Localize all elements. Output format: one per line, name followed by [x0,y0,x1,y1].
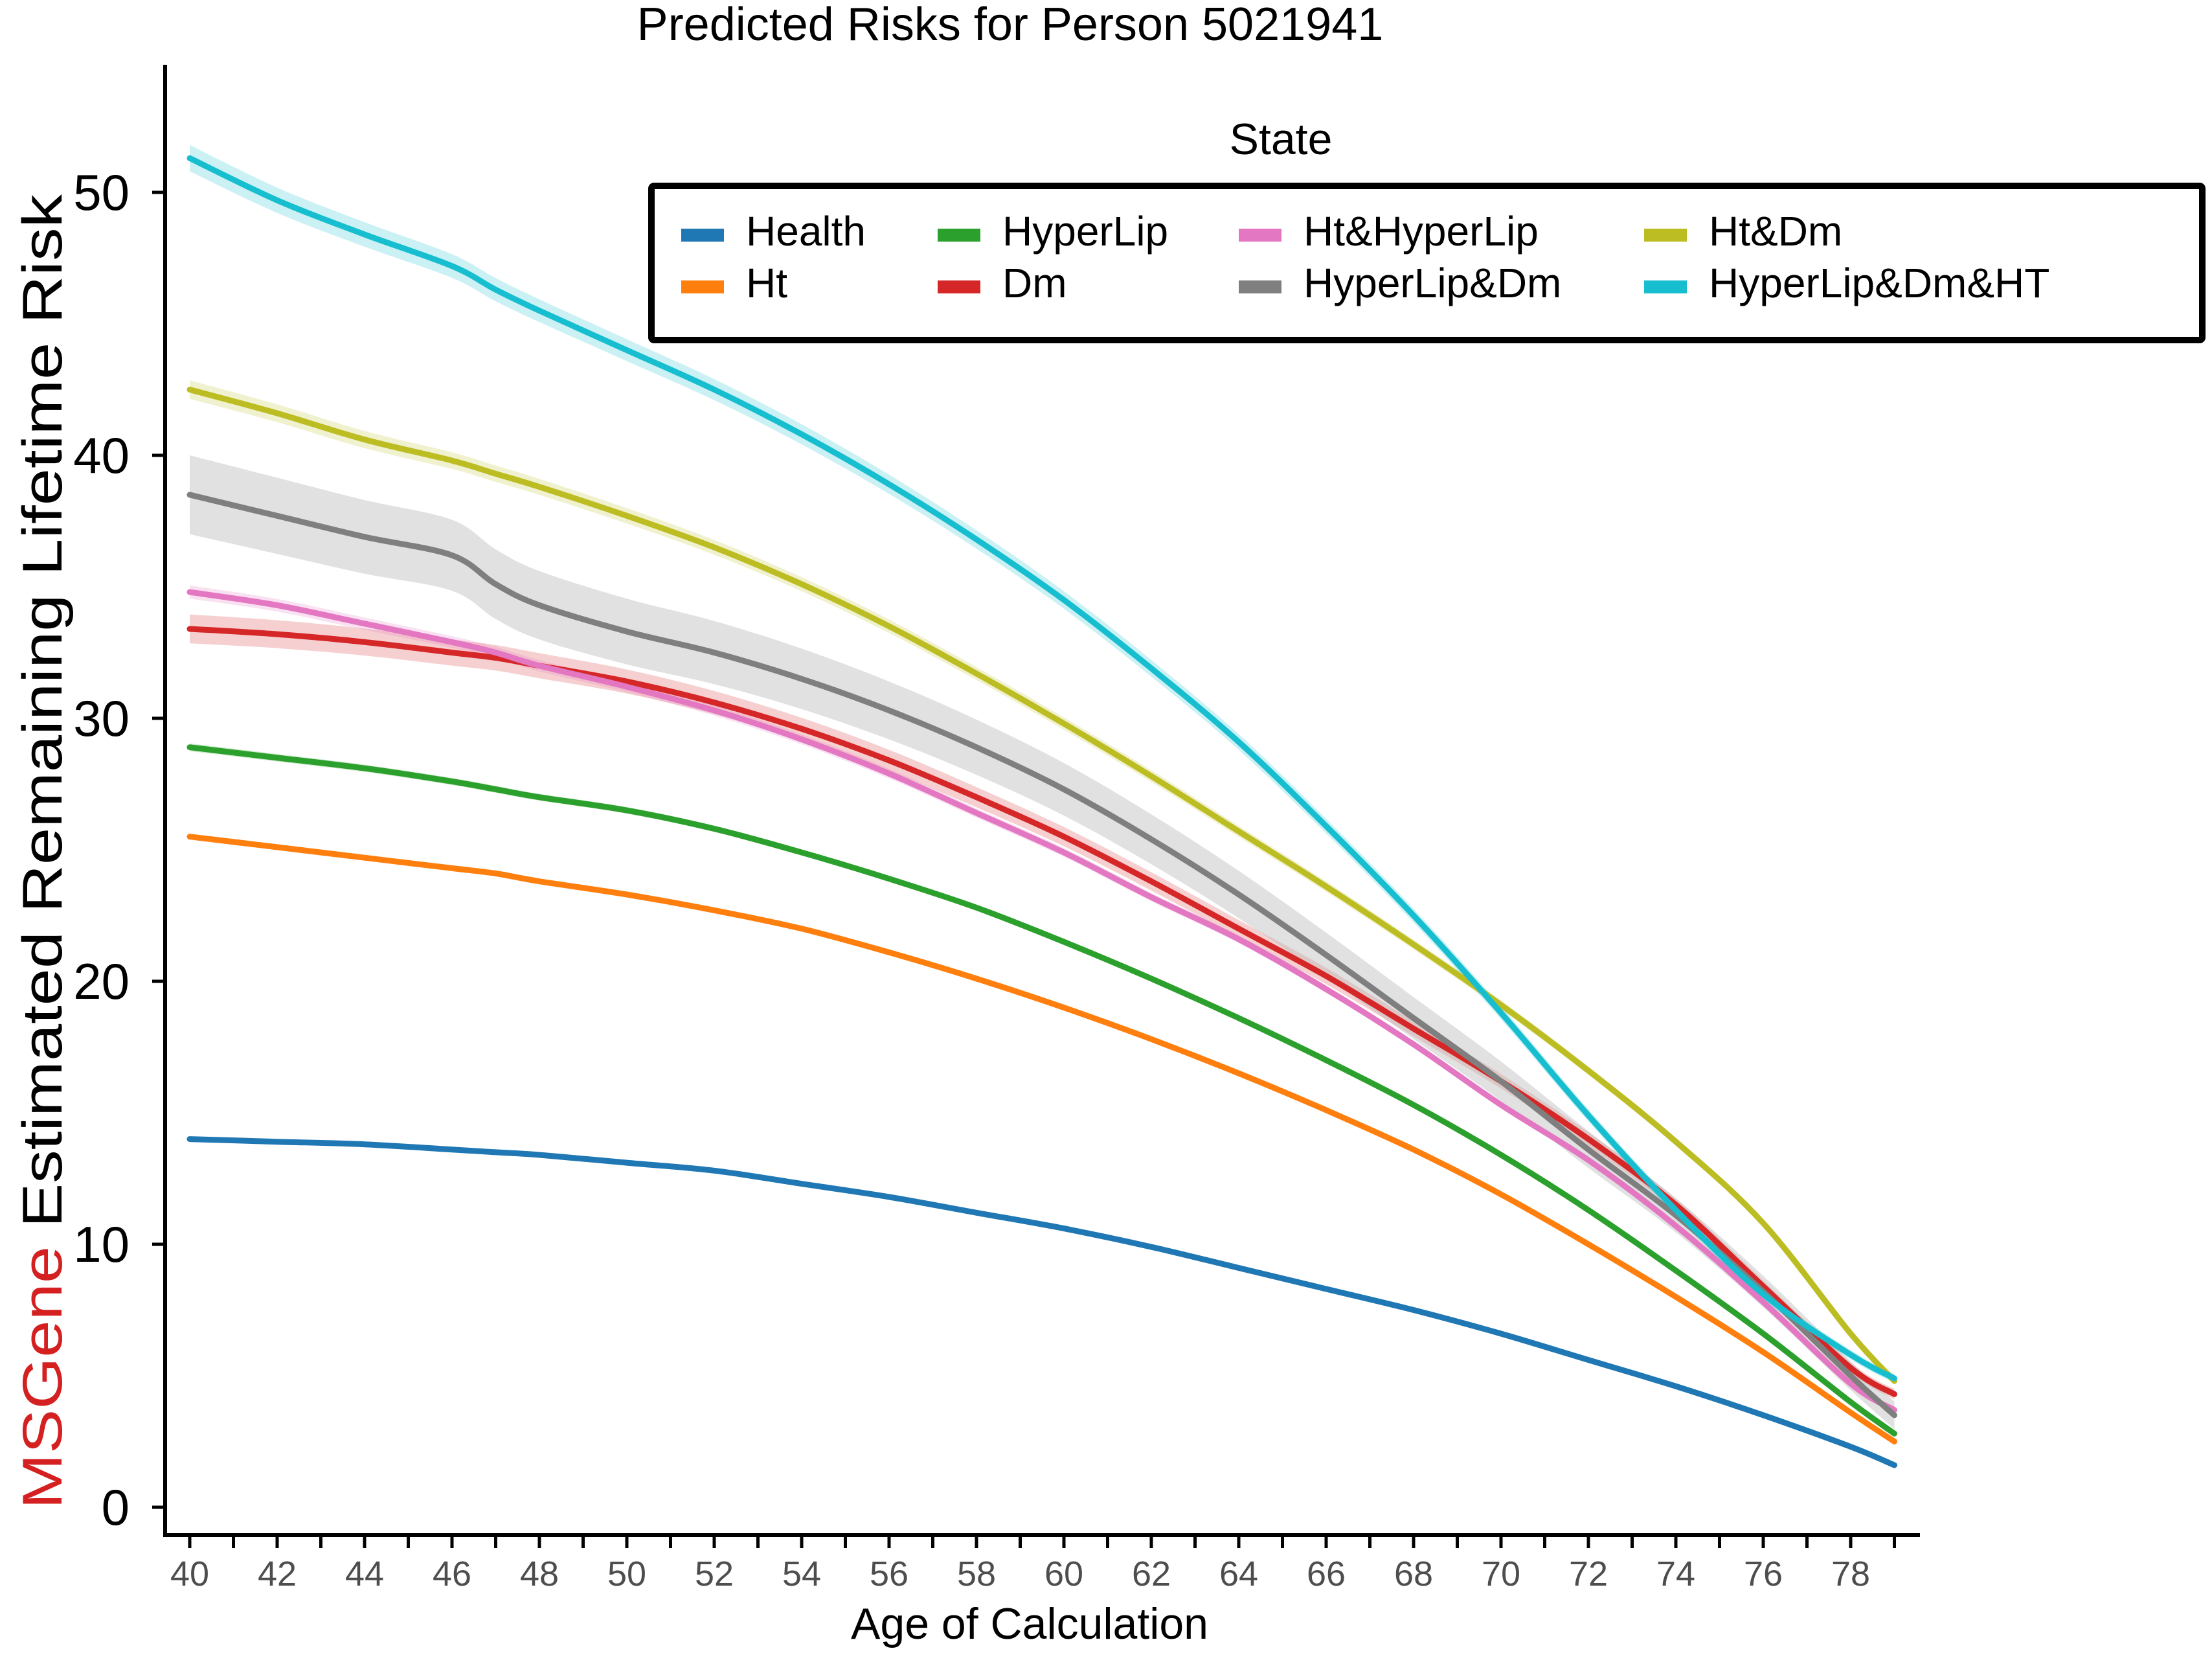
band-hyperlip [190,743,1895,1435]
legend-label-ht-hyperlip: Ht&HyperLip [1304,208,1539,255]
legend-key-health [681,229,724,242]
legend-title: State [1230,115,1333,164]
line-ht [186,834,1897,1444]
line-dm [186,626,1897,1397]
series-lines [186,155,1897,1468]
band-hyperlip-dm [190,455,1895,1430]
x-tick-label: 52 [695,1555,734,1593]
legend-label-hyperlip-dm: HyperLip&Dm [1304,260,1561,306]
x-tick-label: 72 [1569,1555,1608,1593]
x-tick-label: 78 [1831,1555,1870,1593]
x-tick-label: 40 [170,1555,209,1593]
x-tick-label: 48 [520,1555,559,1593]
y-axis-label-rest: Estimated Remaining Lifetime Risk [12,194,74,1246]
legend-box [648,183,2206,343]
line-ht-hyperlip [186,589,1897,1413]
legend-label-health: Health [746,208,866,255]
x-tick-label: 64 [1219,1555,1258,1593]
legend-items: Health Ht HyperLip Dm Ht&HyperLip HyperLip&Dm… [681,208,2049,306]
x-tick-label: 74 [1656,1555,1695,1593]
x-tick-label: 42 [258,1555,297,1593]
x-tick-label: 58 [957,1555,996,1593]
chart-title: Predicted Risks for Person 5021941 [637,0,1384,51]
legend: State Health Ht HyperLip Dm Ht&HyperLip Hyper… [648,115,2206,343]
x-tick-label: 66 [1307,1555,1346,1593]
y-tick-label: 20 [73,953,130,1010]
legend-key-hyperlip-dm [1239,280,1281,293]
line-hyperlip-dm-ht [186,155,1897,1382]
line-health [186,1136,1897,1468]
x-tick-label: 50 [607,1555,646,1593]
legend-key-ht-hyperlip [1239,229,1281,242]
x-axis-ticks: 40 42 44 46 48 50 52 54 56 58 60 62 64 66 68 70 72 74 76 78 [170,1535,1896,1593]
line-ht-dm [186,387,1897,1384]
y-tick-label: 30 [73,690,130,747]
legend-label-dm: Dm [1002,260,1067,306]
x-tick-label: 76 [1744,1555,1783,1593]
y-tick-label: 10 [73,1216,130,1273]
band-dm [190,614,1895,1400]
y-axis-label-prefix: MSGene [12,1246,74,1509]
x-tick-label: 70 [1482,1555,1520,1593]
legend-key-ht-dm [1644,229,1687,242]
y-tick-label: 50 [73,164,130,221]
x-tick-label: 54 [782,1555,821,1593]
x-tick-label: 44 [345,1555,384,1593]
legend-label-hyperlip-dm-ht: HyperLip&Dm&HT [1709,260,2049,306]
x-tick-label: 56 [870,1555,909,1593]
legend-label-ht: Ht [746,260,787,306]
x-tick-label: 46 [433,1555,471,1593]
x-tick-label: 60 [1044,1555,1083,1593]
legend-key-dm [938,280,980,293]
legend-label-ht-dm: Ht&Dm [1709,208,1842,255]
line-hyperlip [186,744,1897,1437]
y-tick-label: 40 [73,427,130,484]
legend-key-hyperlip [938,229,980,242]
line-hyperlip-dm [186,492,1897,1419]
y-axis-label: MSGene Estimated Remaining Lifetime Risk [12,194,74,1509]
legend-key-ht [681,280,724,293]
y-axis-ticks: 0 10 20 30 40 50 [73,164,165,1536]
legend-label-hyperlip: HyperLip [1002,208,1168,255]
y-tick-label: 0 [102,1479,130,1536]
legend-key-hyperlip-dm-ht [1644,280,1687,293]
x-tick-label: 68 [1394,1555,1433,1593]
x-tick-label: 62 [1132,1555,1171,1593]
x-axis-label: Age of Calculation [851,1599,1208,1648]
